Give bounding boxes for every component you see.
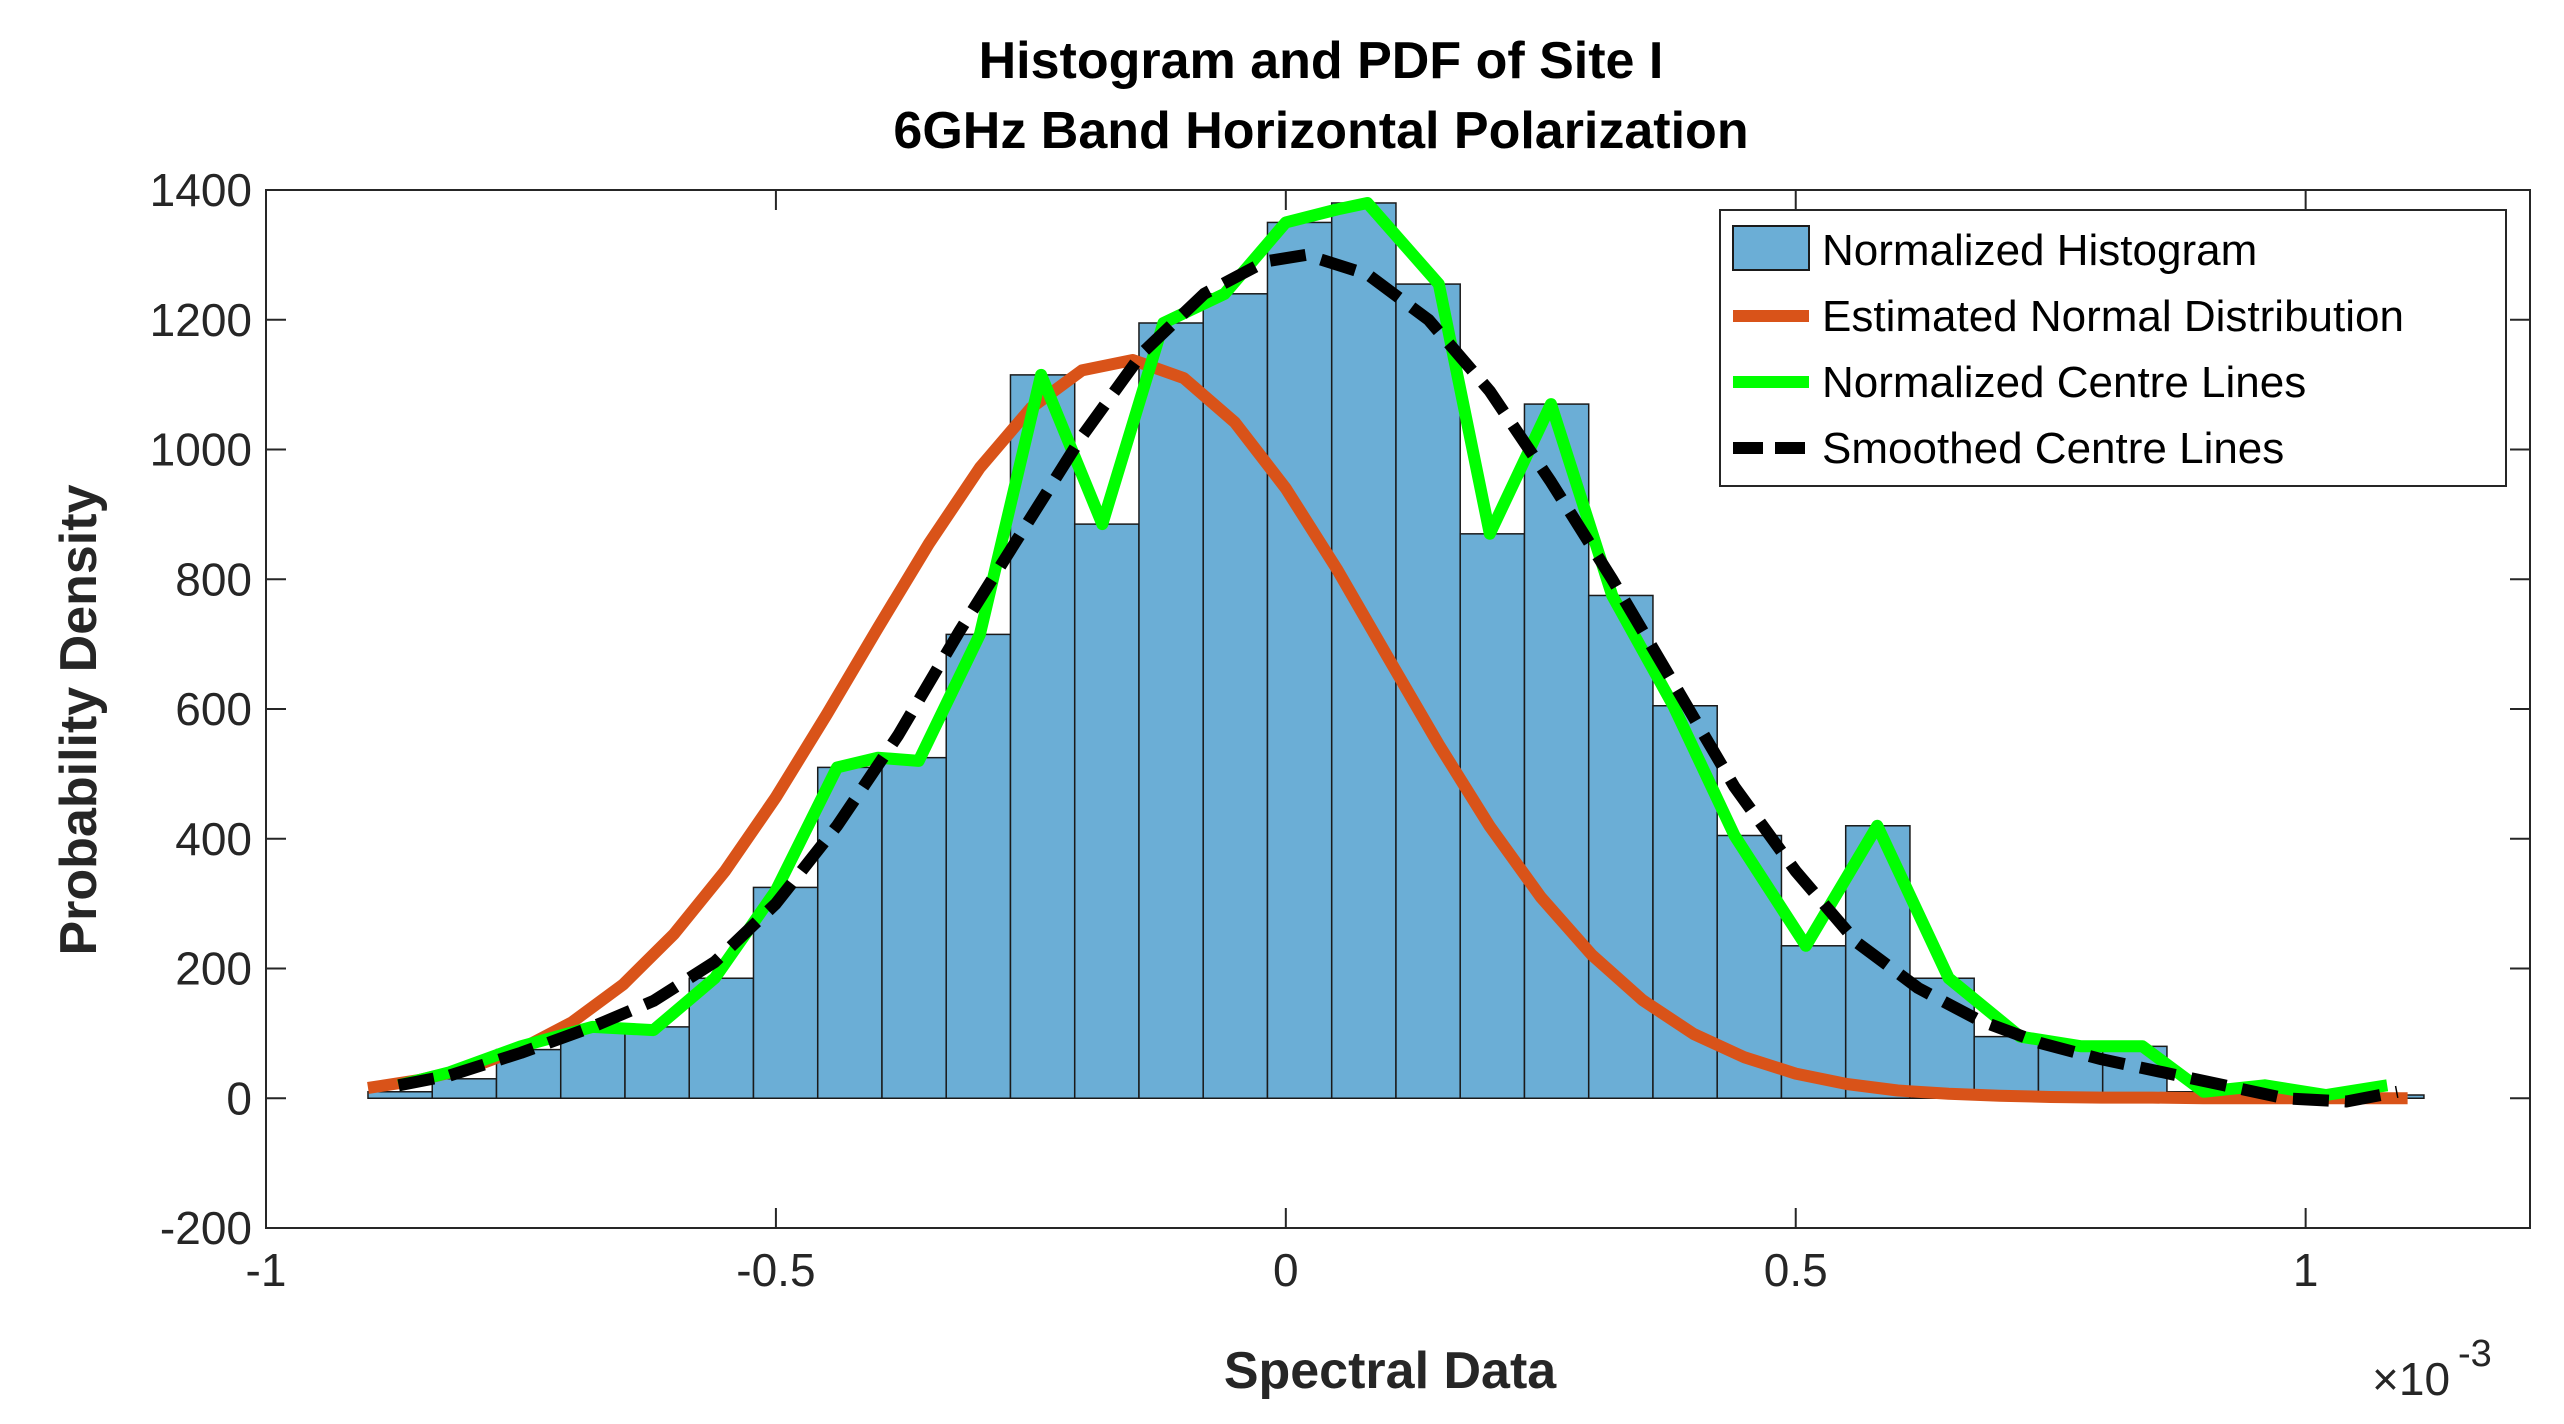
y-tick-label: 600 <box>175 683 252 735</box>
histogram-bar <box>816 766 883 1099</box>
y-tick-label: 0 <box>226 1072 252 1124</box>
legend-label-smoothed: Smoothed Centre Lines <box>1822 424 2284 473</box>
y-tick-label: 400 <box>175 813 252 865</box>
legend-swatch-histogram <box>1732 225 1810 271</box>
smoothed-centre-lines-series <box>397 248 2399 1108</box>
histogram-bar <box>1202 293 1269 1099</box>
y-axis-label: Probability Density <box>50 484 108 955</box>
plot-frame <box>265 189 2531 1229</box>
legend-label-histogram: Normalized Histogram <box>1822 226 2257 275</box>
series-lines <box>367 197 2408 1108</box>
histogram-bar <box>881 756 947 1099</box>
histogram-bar <box>752 886 819 1099</box>
x-exponent-power: -3 <box>2458 1333 2492 1375</box>
normal-distribution-line <box>367 354 2408 1105</box>
legend-box <box>1719 209 2507 487</box>
histogram-bar <box>1459 533 1526 1099</box>
y-tick-label: 200 <box>175 943 252 995</box>
x-tick-label: 1 <box>2293 1244 2319 1296</box>
legend-label-centre: Normalized Centre Lines <box>1822 358 2306 407</box>
legend-label-normal: Estimated Normal Distribution <box>1822 292 2404 341</box>
histogram-bar <box>495 1048 562 1099</box>
x-tick-label: -0.5 <box>736 1244 815 1296</box>
histogram-bar <box>624 1026 690 1099</box>
histogram-bar <box>945 633 1012 1099</box>
histogram-bar <box>1587 594 1654 1099</box>
histogram-bar <box>431 1078 498 1099</box>
x-axis-label: Spectral Data <box>1224 1342 1557 1400</box>
chart-title-line-1: Histogram and PDF of Site I <box>979 32 1664 90</box>
chart-title: Histogram and PDF of Site I 6GHz Band Ho… <box>893 32 1748 160</box>
histogram-bar <box>1138 322 1204 1099</box>
chart-title-line-2: 6GHz Band Horizontal Polarization <box>893 102 1748 160</box>
histogram-bar <box>1973 1035 2040 1100</box>
x-tick-label: 0 <box>1273 1244 1299 1296</box>
x-tick-labels: -1 -0.5 0 0.5 1 <box>246 1244 2319 1296</box>
histogram-bar <box>367 1091 433 1099</box>
histogram-bar <box>1266 221 1333 1099</box>
histogram-bar <box>1073 523 1140 1099</box>
y-tick-label: 1400 <box>150 164 252 216</box>
y-tick-labels: -200 0 200 400 600 800 1000 1200 1400 <box>150 164 252 1254</box>
y-tick-label: 1000 <box>150 424 252 476</box>
y-tick-label: 1200 <box>150 294 252 346</box>
x-exponent: ×10 -3 <box>2372 1333 2492 1405</box>
x-tick-label: -1 <box>246 1244 287 1296</box>
x-tick-label: 0.5 <box>1764 1244 1828 1296</box>
y-tick-label: 800 <box>175 553 252 605</box>
y-tick-label: -200 <box>160 1202 252 1254</box>
legend: Normalized Histogram Estimated Normal Di… <box>1719 209 2507 487</box>
x-exponent-base: ×10 <box>2372 1353 2450 1405</box>
histogram-bar <box>1909 977 1975 1100</box>
